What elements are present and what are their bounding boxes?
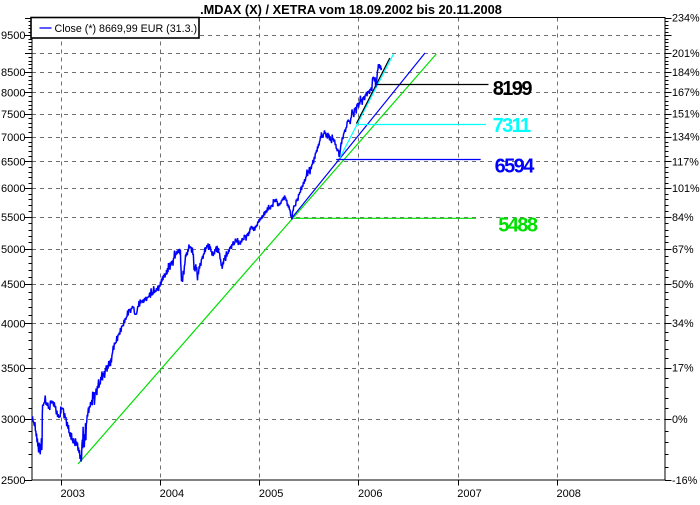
svg-text:151%: 151% <box>672 109 700 121</box>
svg-text:117%: 117% <box>672 156 699 168</box>
svg-text:6594: 6594 <box>495 155 536 177</box>
svg-text:7311: 7311 <box>493 115 531 137</box>
svg-text:84%: 84% <box>672 212 694 224</box>
svg-text:50%: 50% <box>672 279 694 291</box>
svg-text:4500: 4500 <box>1 279 25 291</box>
svg-text:167%: 167% <box>672 87 700 99</box>
svg-text:9500: 9500 <box>1 30 25 42</box>
svg-text:184%: 184% <box>672 67 700 79</box>
svg-text:134%: 134% <box>672 132 700 144</box>
svg-text:8500: 8500 <box>1 67 25 79</box>
svg-text:-16%: -16% <box>672 475 698 487</box>
svg-text:6000: 6000 <box>1 183 25 195</box>
svg-text:2006: 2006 <box>358 488 382 500</box>
svg-text:2003: 2003 <box>60 488 84 500</box>
svg-text:2005: 2005 <box>259 488 283 500</box>
svg-text:8000: 8000 <box>1 87 25 99</box>
svg-text:6500: 6500 <box>1 157 25 169</box>
svg-text:17%: 17% <box>672 363 694 375</box>
svg-text:3500: 3500 <box>1 363 25 375</box>
svg-text:Close (*) 8669,99 EUR (31.3.): Close (*) 8669,99 EUR (31.3.) <box>55 23 198 35</box>
svg-text:4000: 4000 <box>1 318 25 330</box>
svg-text:8199: 8199 <box>493 78 533 100</box>
svg-text:5488: 5488 <box>498 215 538 237</box>
svg-text:5500: 5500 <box>1 212 25 224</box>
svg-text:2004: 2004 <box>160 488 184 500</box>
svg-text:7500: 7500 <box>1 109 25 121</box>
svg-text:201%: 201% <box>672 48 700 60</box>
svg-text:7000: 7000 <box>1 132 25 144</box>
svg-text:0%: 0% <box>672 414 688 426</box>
svg-text:5000: 5000 <box>1 244 25 256</box>
svg-text:234%: 234% <box>672 13 700 25</box>
svg-text:2008: 2008 <box>556 488 580 500</box>
svg-text:2007: 2007 <box>457 488 481 500</box>
svg-text:67%: 67% <box>672 244 694 256</box>
svg-text:34%: 34% <box>672 318 694 330</box>
svg-text:2500: 2500 <box>1 475 25 487</box>
svg-text:3000: 3000 <box>1 414 25 426</box>
svg-text:.MDAX (X) / XETRA vom 18.09.20: .MDAX (X) / XETRA vom 18.09.2002 bis 20.… <box>200 2 502 17</box>
svg-text:101%: 101% <box>672 183 700 195</box>
